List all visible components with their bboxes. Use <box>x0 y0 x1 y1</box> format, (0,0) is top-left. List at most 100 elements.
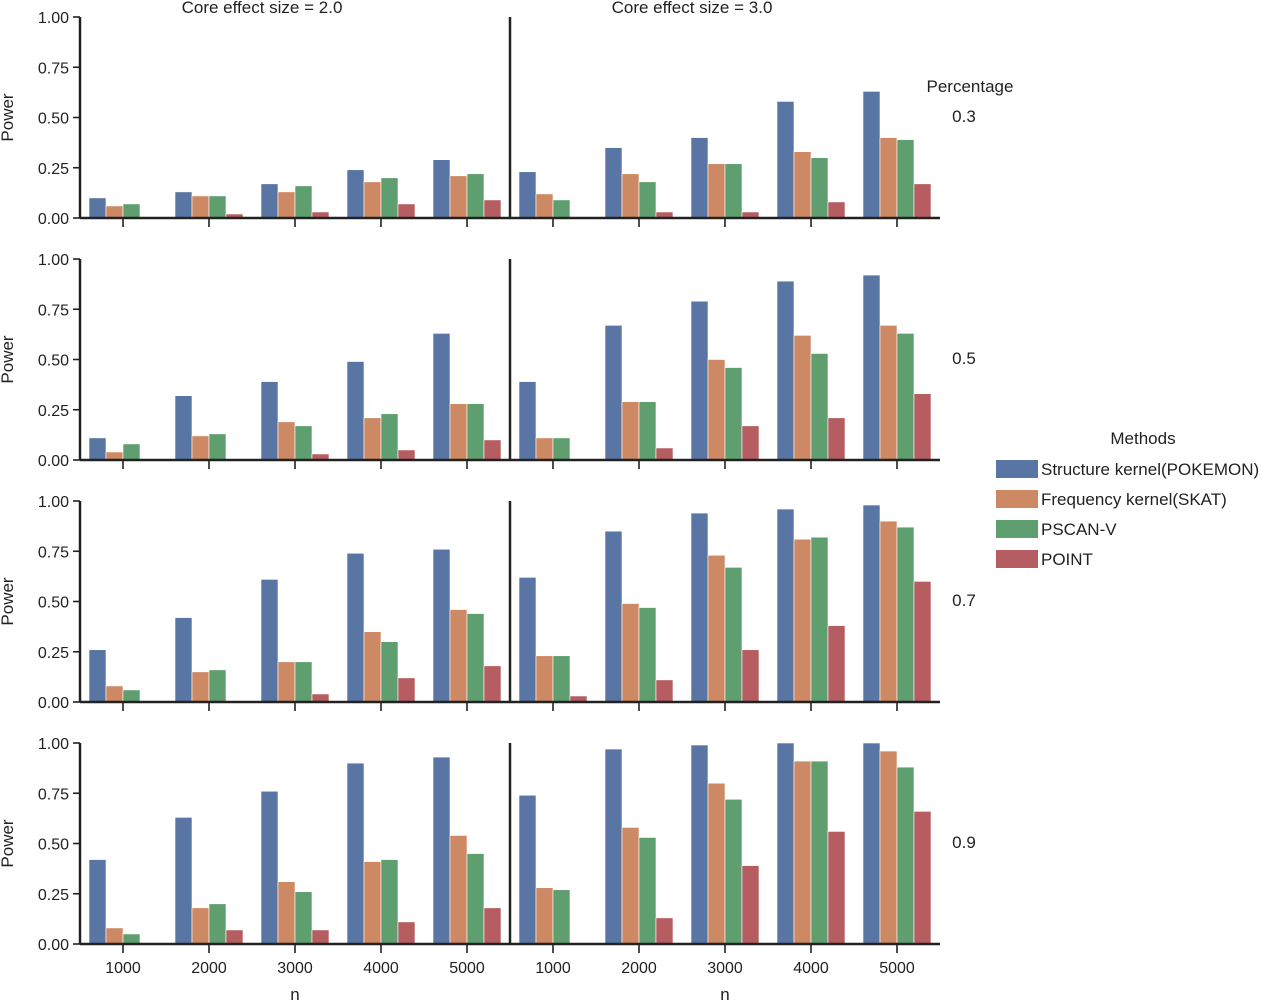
bar-structure-kernel-pokemon--2000 <box>604 748 623 945</box>
bar-structure-kernel-pokemon--2000 <box>604 530 623 703</box>
y-tick-label: 0.25 <box>38 645 69 662</box>
y-tick-label: 1.00 <box>38 494 69 511</box>
x-tick-label: 5000 <box>879 960 915 977</box>
bar-point-4000 <box>397 677 416 703</box>
bar-pscan-v-4000 <box>380 859 399 945</box>
bar-point-5000 <box>913 811 932 945</box>
y-tick-label: 1.00 <box>38 10 69 27</box>
bar-pscan-v-3000 <box>294 891 313 945</box>
bar-frequency-kernel-skat--4000 <box>363 631 382 703</box>
bar-pscan-v-4000 <box>380 641 399 703</box>
bar-structure-kernel-pokemon--3000 <box>690 512 709 703</box>
x-tick-label: 3000 <box>277 960 313 977</box>
bar-pscan-v-4000 <box>380 177 399 219</box>
bar-point-5000 <box>483 665 502 703</box>
bar-pscan-v-1000 <box>552 199 571 219</box>
bar-frequency-kernel-skat--2000 <box>191 195 210 219</box>
bar-pscan-v-5000 <box>466 173 485 219</box>
row-facet-labels: 0.3 0.5 0.7 0.9 <box>952 107 976 852</box>
bar-frequency-kernel-skat--2000 <box>621 603 640 703</box>
bar-frequency-kernel-skat--2000 <box>191 671 210 703</box>
bar-pscan-v-4000 <box>380 413 399 461</box>
x-tick-label: 4000 <box>363 960 399 977</box>
x-axis-title: n <box>290 985 299 1004</box>
bar-pscan-v-5000 <box>466 613 485 703</box>
bar-frequency-kernel-skat--1000 <box>105 685 124 703</box>
y-tick-label: 0.75 <box>38 786 69 803</box>
bar-frequency-kernel-skat--2000 <box>191 907 210 945</box>
legend: Methods Structure kernel(POKEMON) Frequen… <box>996 429 1259 569</box>
bar-pscan-v-2000 <box>638 181 657 219</box>
bar-pscan-v-2000 <box>638 837 657 945</box>
y-tick-label: 0.25 <box>38 161 69 178</box>
bar-structure-kernel-pokemon--3000 <box>260 381 279 461</box>
y-tick-label: 0.25 <box>38 887 69 904</box>
bar-point-5000 <box>483 439 502 461</box>
x-tick-label: 1000 <box>535 960 571 977</box>
legend-swatch <box>996 550 1038 568</box>
bar-structure-kernel-pokemon--4000 <box>776 280 795 461</box>
bar-structure-kernel-pokemon--1000 <box>518 577 537 703</box>
bar-pscan-v-3000 <box>294 661 313 703</box>
y-tick-label: 0.00 <box>38 453 69 470</box>
bar-pscan-v-1000 <box>122 443 141 461</box>
x-tick-label: 5000 <box>449 960 485 977</box>
bar-frequency-kernel-skat--1000 <box>535 655 554 703</box>
bar-frequency-kernel-skat--5000 <box>879 750 898 945</box>
legend-label: POINT <box>1041 550 1093 569</box>
y-axis-title: Power <box>0 93 17 142</box>
column-title-effect-3: Core effect size = 3.0 <box>612 0 773 17</box>
y-tick-label: 0.00 <box>38 211 69 228</box>
bar-frequency-kernel-skat--5000 <box>879 520 898 703</box>
bar-frequency-kernel-skat--3000 <box>707 554 726 703</box>
bar-pscan-v-3000 <box>724 367 743 461</box>
y-tick-label: 0.50 <box>38 353 69 370</box>
bar-structure-kernel-pokemon--5000 <box>862 91 881 219</box>
bar-frequency-kernel-skat--2000 <box>621 173 640 219</box>
bar-structure-kernel-pokemon--1000 <box>518 794 537 945</box>
bar-pscan-v-4000 <box>810 353 829 461</box>
bar-pscan-v-1000 <box>122 933 141 945</box>
bar-frequency-kernel-skat--5000 <box>449 403 468 461</box>
bar-point-3000 <box>311 929 330 945</box>
bar-frequency-kernel-skat--5000 <box>449 835 468 945</box>
panel-r0-c1 <box>508 17 940 227</box>
bar-frequency-kernel-skat--3000 <box>707 782 726 945</box>
bar-point-3000 <box>741 865 760 945</box>
bar-pscan-v-1000 <box>552 889 571 945</box>
column-title-effect-2: Core effect size = 2.0 <box>182 0 343 17</box>
y-tick-label: 0.50 <box>38 837 69 854</box>
bar-point-4000 <box>827 417 846 461</box>
bar-structure-kernel-pokemon--4000 <box>346 361 365 461</box>
legend-swatch <box>996 490 1038 508</box>
bar-pscan-v-2000 <box>638 401 657 461</box>
bar-frequency-kernel-skat--4000 <box>793 335 812 461</box>
bar-structure-kernel-pokemon--5000 <box>432 159 451 219</box>
bar-frequency-kernel-skat--3000 <box>707 359 726 461</box>
bar-frequency-kernel-skat--5000 <box>879 325 898 461</box>
bar-pscan-v-2000 <box>208 669 227 703</box>
bar-point-4000 <box>827 625 846 703</box>
panel-r1-c1 <box>508 259 940 469</box>
bar-point-2000 <box>655 679 674 703</box>
bar-pscan-v-3000 <box>724 798 743 945</box>
bar-point-4000 <box>827 201 846 219</box>
bar-point-4000 <box>827 831 846 945</box>
y-tick-label: 0.75 <box>38 544 69 561</box>
bar-frequency-kernel-skat--1000 <box>535 193 554 219</box>
bar-frequency-kernel-skat--3000 <box>277 661 296 703</box>
x-tick-label: 2000 <box>621 960 657 977</box>
bar-pscan-v-5000 <box>896 333 915 461</box>
bar-frequency-kernel-skat--2000 <box>621 401 640 461</box>
bar-frequency-kernel-skat--1000 <box>535 437 554 461</box>
bar-structure-kernel-pokemon--1000 <box>88 859 107 945</box>
bar-structure-kernel-pokemon--4000 <box>776 742 795 945</box>
row-facet-label: 0.9 <box>952 833 976 852</box>
bar-structure-kernel-pokemon--1000 <box>518 381 537 461</box>
bar-structure-kernel-pokemon--2000 <box>604 147 623 219</box>
legend-title: Methods <box>1110 429 1175 448</box>
bar-structure-kernel-pokemon--4000 <box>346 762 365 945</box>
bar-frequency-kernel-skat--3000 <box>277 421 296 461</box>
y-axis-title: Power <box>0 819 17 868</box>
bar-pscan-v-1000 <box>552 437 571 461</box>
